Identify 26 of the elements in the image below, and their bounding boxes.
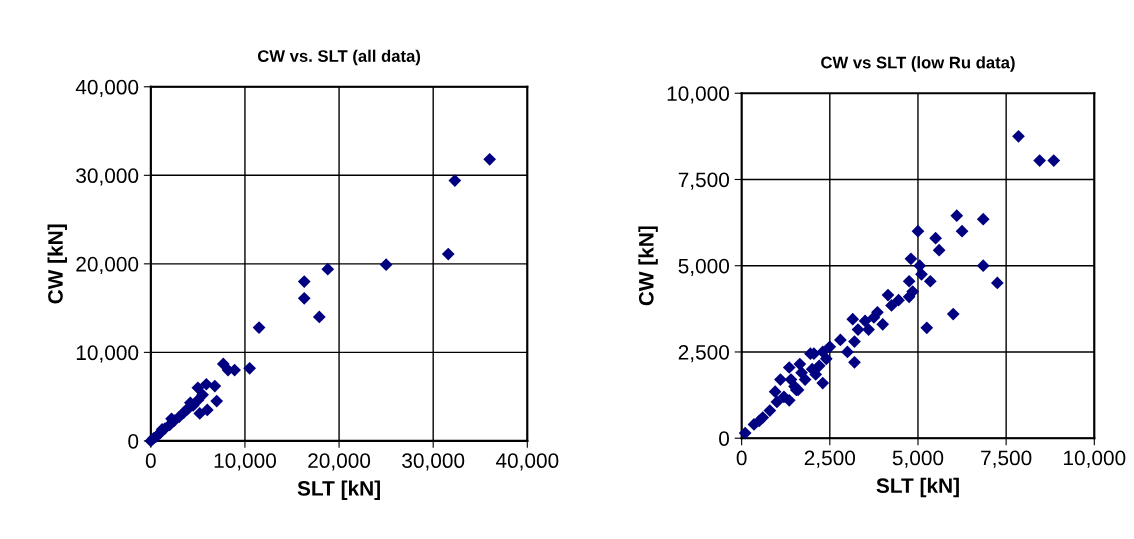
y-axis-title: CW [kN] xyxy=(47,224,67,304)
y-tick-label: 5,000 xyxy=(678,258,730,276)
y-tick-label: 7,500 xyxy=(678,172,730,190)
x-tick-label: 10,000 xyxy=(214,453,276,471)
chart-title: CW vs. SLT (all data) xyxy=(257,49,421,66)
y-tick-label: 0 xyxy=(128,433,139,449)
x-tick-label: 5,000 xyxy=(892,450,944,468)
y-tick-label: 10,000 xyxy=(76,345,139,363)
x-tick-label: 2,500 xyxy=(804,450,856,468)
x-axis-title: SLT [kN] xyxy=(876,477,959,498)
x-tick-label: 7,500 xyxy=(981,450,1032,468)
y-tick-label: 0 xyxy=(719,431,730,446)
x-tick-label: 40,000 xyxy=(495,453,559,471)
y-tick-label: 10,000 xyxy=(667,86,730,104)
x-tick-label: 20,000 xyxy=(308,453,371,471)
y-tick-label: 20,000 xyxy=(76,256,139,275)
chart-title: CW vs SLT (low Ru data) xyxy=(821,56,1015,72)
y-tick-label: 2,500 xyxy=(678,344,730,363)
x-tick-label: 0 xyxy=(145,453,156,469)
x-tick-label: 10,000 xyxy=(1064,450,1126,468)
y-axis-title: CW [kN] xyxy=(638,226,658,306)
y-tick-label: 40,000 xyxy=(75,79,139,97)
x-tick-label: 0 xyxy=(736,450,747,466)
x-tick-label: 30,000 xyxy=(402,453,465,471)
x-axis-title: SLT [kN] xyxy=(297,480,380,500)
y-tick-label: 30,000 xyxy=(76,168,139,186)
